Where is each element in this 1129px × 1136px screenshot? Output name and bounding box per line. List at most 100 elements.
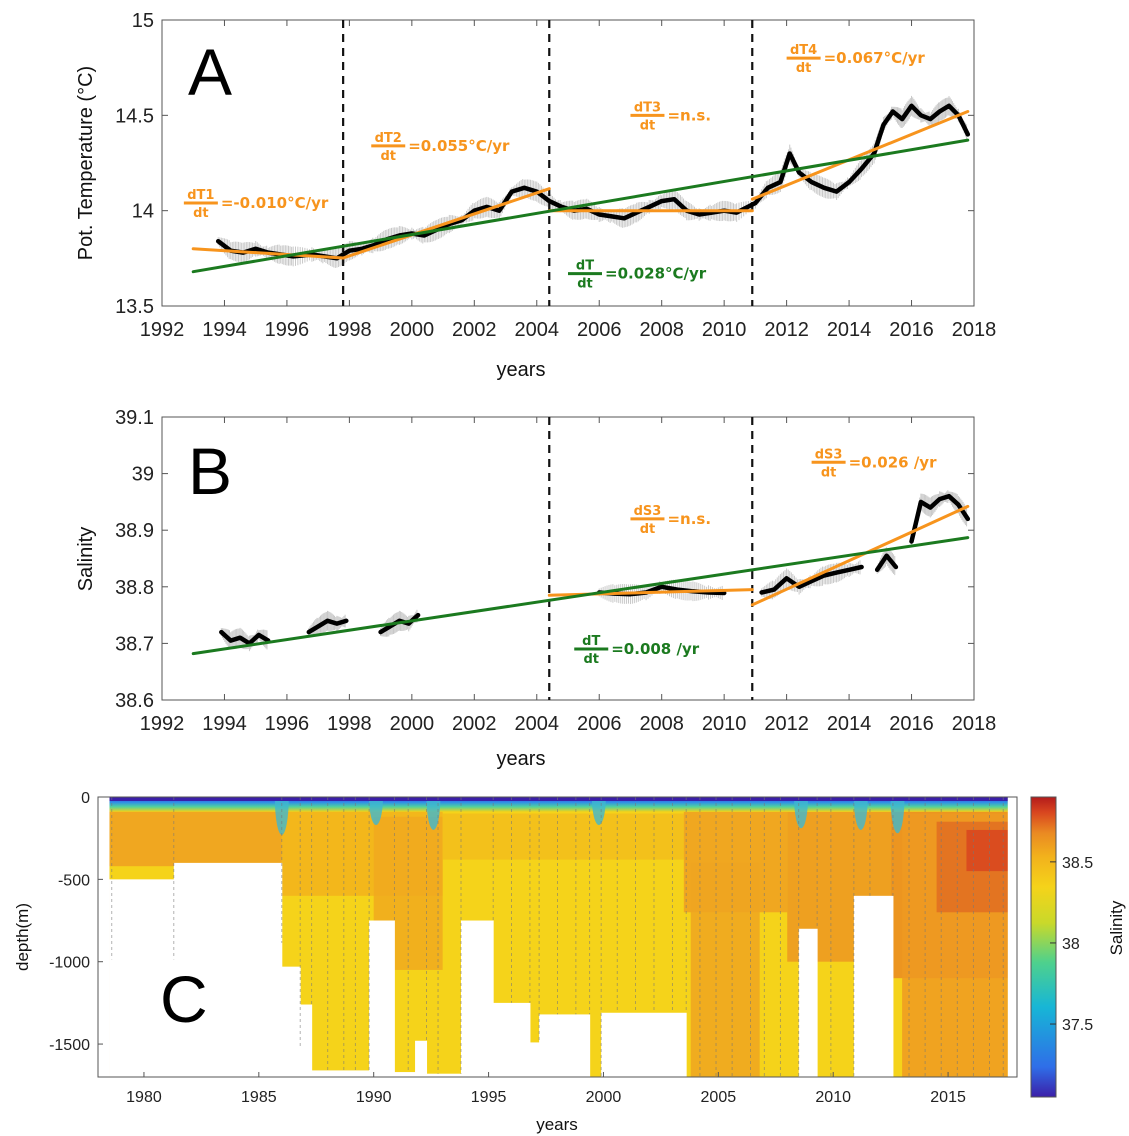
x-tick-label: 2014 [827, 713, 872, 735]
no-data-region [601, 1012, 687, 1077]
panel-c-y-axis-label: depth(m) [13, 903, 32, 971]
no-data-region [1007, 797, 1017, 1077]
annotation-denominator: dt [380, 149, 396, 164]
y-tick-label: 15 [132, 10, 154, 32]
x-tick-label: 2002 [452, 713, 497, 735]
field-fresh-intrusion [368, 797, 383, 825]
annotation-rate: =0.028°C/yr [605, 265, 707, 283]
y-tick-label: -1000 [49, 955, 90, 972]
x-tick-label: 2016 [889, 319, 934, 341]
x-tick-label: 1998 [327, 319, 372, 341]
trend-annotation: dS3 dt =n.s. [630, 504, 711, 537]
annotation-rate: =0.067°C/yr [824, 49, 926, 67]
panel-b-annotations: dS3 dt =n.s. dT dt =0.008 /yr dS3 dt =0.026 /yr [574, 447, 937, 667]
field-salinity-band [966, 829, 1008, 872]
field-surface-edge [109, 797, 1008, 801]
panel-b-x-axis-label: years [497, 748, 546, 770]
panel-c-letter: C [160, 962, 208, 1036]
annotation-rate: =-0.010°C/yr [221, 194, 329, 212]
colorbar [1030, 796, 1057, 1098]
y-tick-label: 39.1 [115, 407, 154, 429]
annotation-denominator: dt [577, 277, 593, 292]
y-tick-label: 38.7 [115, 633, 154, 655]
x-tick-label: 1994 [202, 319, 247, 341]
x-tick-label: 2012 [764, 713, 809, 735]
no-data-region [109, 879, 175, 1077]
annotation-rate: =n.s. [667, 106, 711, 124]
x-tick-label: 2008 [639, 319, 684, 341]
annotation-numerator: dS3 [815, 447, 843, 462]
y-tick-label: 38.9 [115, 520, 154, 542]
field-fresh-intrusion [853, 797, 868, 830]
field-fresh-intrusion [591, 797, 606, 825]
panel-b-x-ticks: 1992 1994 1996 1998 2000 2002 2004 2006 2008 2010… [140, 417, 997, 735]
x-tick-label: 1996 [265, 713, 310, 735]
y-tick-label: 38.6 [115, 690, 154, 712]
panel-c-cast-lines [111, 797, 1004, 1077]
no-data-region [853, 895, 894, 1077]
y-tick-label: 39 [132, 464, 154, 486]
no-data-region [281, 966, 301, 1077]
series-segment-trend [341, 187, 551, 260]
annotation-rate: =n.s. [667, 510, 711, 528]
x-tick-label: 2018 [952, 319, 997, 341]
panel-b-frame [161, 416, 975, 701]
y-tick-label: 14.5 [115, 105, 154, 127]
series-segment-trend [750, 110, 970, 201]
x-tick-label: 2018 [952, 713, 997, 735]
panel-c: C 0 -500 -1000 -1500 1980 1985 1990 1995 2000 20… [13, 790, 1126, 1134]
x-tick-label: 1980 [126, 1089, 162, 1106]
panel-c-x-axis-label: years [536, 1115, 578, 1134]
trend-annotation: dT4 dt =0.067°C/yr [786, 43, 926, 76]
x-tick-label: 2004 [515, 713, 560, 735]
x-tick-label: 2010 [702, 319, 747, 341]
annotation-numerator: dT1 [187, 188, 214, 203]
no-data-region [529, 1042, 540, 1077]
trend-annotation: dS3 dt =0.026 /yr [811, 447, 937, 480]
no-data-region [173, 862, 283, 1077]
panel-c-no-data-mask [98, 797, 1017, 1077]
x-tick-label: 1994 [202, 713, 247, 735]
series-overall-trend [191, 536, 970, 656]
panel-a: A 13.5 14 14.5 15 1992 1994 1996 1998 2000 2002 2… [75, 10, 996, 381]
trend-annotation: dT dt =0.008 /yr [574, 634, 700, 667]
annotation-denominator: dt [796, 61, 812, 76]
x-tick-label: 1990 [356, 1089, 392, 1106]
field-salinity-band [690, 862, 760, 1077]
no-data-region [493, 1002, 531, 1077]
x-tick-label: 1992 [140, 713, 185, 735]
colorbar-tick-label: 37.5 [1062, 1017, 1093, 1034]
x-tick-label: 2015 [930, 1089, 966, 1106]
annotation-denominator: dt [583, 652, 599, 667]
series-segment-trend [750, 504, 970, 607]
panel-a-y-ticks: 13.5 14 14.5 15 [115, 10, 974, 318]
x-tick-label: 2010 [702, 713, 747, 735]
x-tick-label: 2005 [701, 1089, 737, 1106]
trend-annotation: dT1 dt =-0.010°C/yr [183, 188, 329, 221]
x-tick-label: 2012 [764, 319, 809, 341]
annotation-numerator: dT [576, 259, 594, 274]
field-fresh-intrusion [426, 797, 441, 830]
panel-c-y-ticks: 0 -500 -1000 -1500 [49, 790, 103, 1054]
no-data-region [415, 1040, 428, 1077]
colorbar-label: Salinity [1107, 900, 1126, 955]
x-tick-label: 2016 [889, 713, 934, 735]
x-tick-label: 2010 [815, 1089, 851, 1106]
no-data-region [798, 928, 818, 1077]
colorbar-tick-label: 38 [1062, 936, 1080, 953]
x-tick-label: 2006 [577, 713, 622, 735]
x-tick-label: 2006 [577, 319, 622, 341]
panel-c-x-ticks: 1980 1985 1990 1995 2000 2005 2010 2015 [126, 1072, 966, 1106]
x-tick-label: 1998 [327, 713, 372, 735]
y-tick-label: 38.8 [115, 577, 154, 599]
panel-a-annotations: dT1 dt =-0.010°C/yr dT2 dt =0.055°C/yr dT3 dt =n… [183, 43, 926, 292]
no-data-region [539, 1014, 591, 1077]
x-tick-label: 2000 [390, 713, 435, 735]
colorbar-tick-label: 38.5 [1062, 855, 1093, 872]
y-tick-label: -1500 [49, 1037, 90, 1054]
annotation-rate: =0.008 /yr [611, 640, 699, 658]
y-tick-label: 0 [81, 790, 90, 807]
x-tick-label: 2000 [390, 319, 435, 341]
